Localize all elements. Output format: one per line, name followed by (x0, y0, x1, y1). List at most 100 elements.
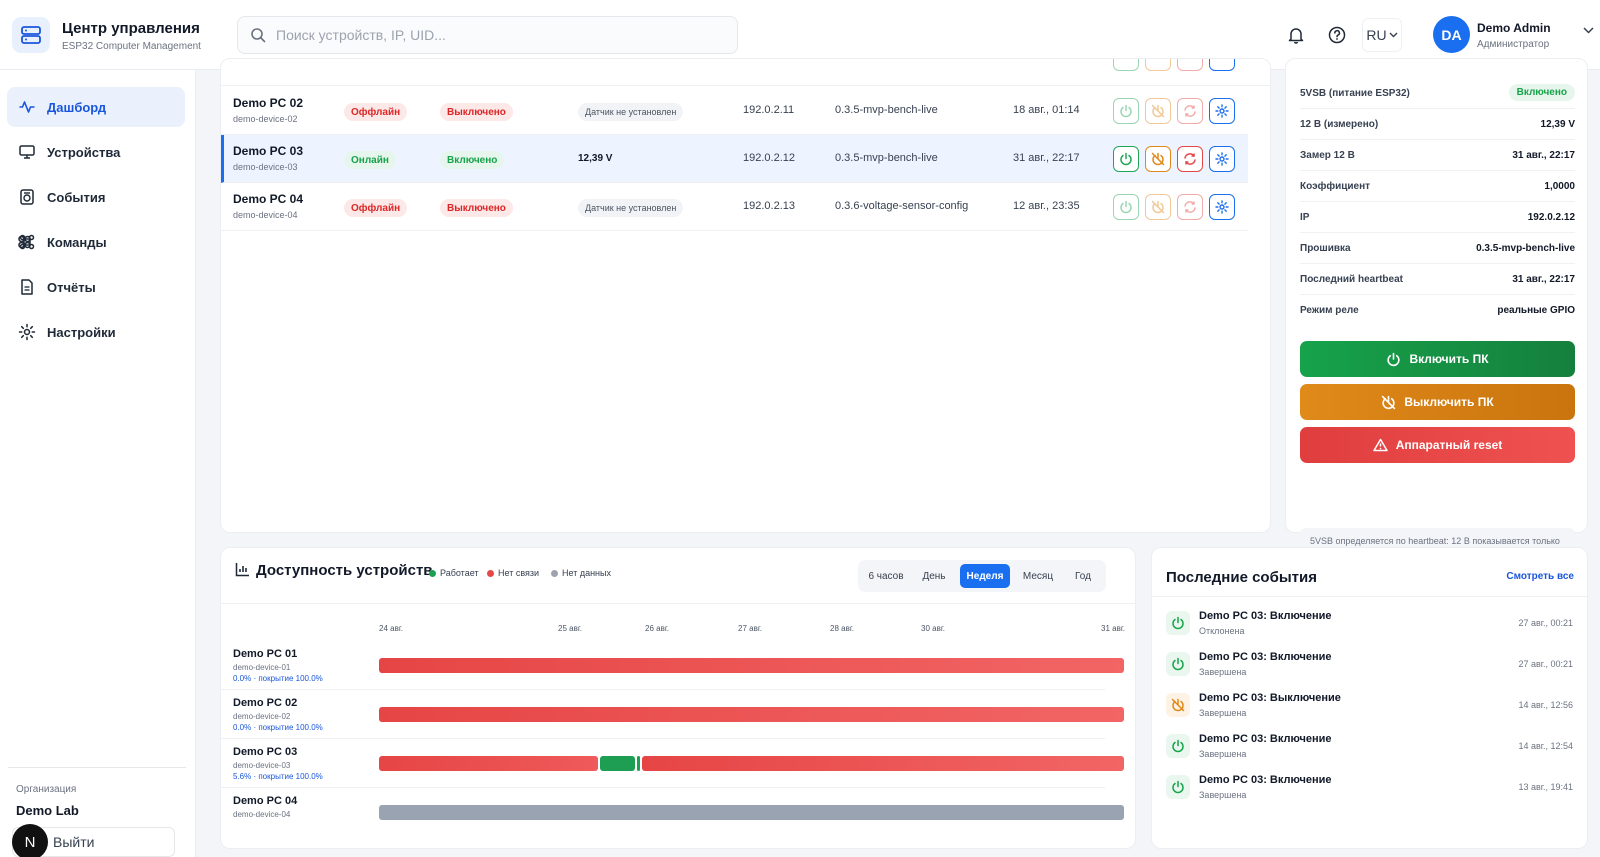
sidebar-item-label: Настройки (47, 324, 116, 340)
power-icon (1166, 611, 1190, 635)
sidebar-item-settings[interactable]: Настройки (7, 312, 185, 352)
power-off-icon (1151, 200, 1165, 214)
search-input[interactable] (276, 27, 716, 43)
event-status: Завершена (1199, 749, 1247, 759)
event-time: 13 авг., 19:41 (1518, 782, 1573, 792)
detail-key: Замер 12 В (1300, 150, 1355, 161)
timeline-coverage: 5.6% · покрытие 100.0% (233, 772, 323, 781)
legend-item: Нет данных (551, 568, 611, 578)
range-6h[interactable]: 6 часов (868, 570, 904, 582)
timeline-row: Demo PC 02 demo-device-02 0.0% · покрыти… (221, 691, 1124, 739)
device-last-seen: 18 авг., 01:14 (1013, 104, 1080, 116)
detail-relay-mode: Режим реле реальные GPIO (1300, 295, 1575, 326)
config-button[interactable] (1209, 98, 1235, 124)
reset-button[interactable] (1177, 194, 1203, 220)
refresh-icon (1184, 105, 1196, 117)
power-off-pc-button[interactable]: Выключить ПК (1300, 384, 1575, 420)
search-box[interactable] (237, 16, 738, 54)
device-firmware: 0.3.6-voltage-sensor-config (835, 200, 969, 212)
power-on-button[interactable] (1113, 59, 1139, 71)
device-id: demo-device-02 (233, 114, 298, 124)
view-all-link[interactable]: Смотреть все (1506, 571, 1574, 582)
list-item[interactable]: Demo PC 03: Выключение Завершена 14 авг.… (1152, 684, 1590, 725)
power-icon (1120, 152, 1132, 166)
detail-key: Коэффициент (1300, 181, 1371, 192)
power-on-button[interactable] (1113, 146, 1139, 172)
device-ip: 192.0.2.13 (743, 200, 795, 212)
floating-avatar[interactable]: N (12, 824, 48, 857)
list-item[interactable]: Demo PC 03: Включение Завершена 27 авг.,… (1152, 643, 1590, 684)
user-name[interactable]: Demo Admin (1477, 21, 1551, 35)
power-off-button[interactable] (1145, 59, 1171, 71)
power-off-label: Выключить ПК (1404, 395, 1494, 409)
power-off-button[interactable] (1145, 146, 1171, 172)
power-icon (1387, 352, 1401, 366)
power-badge: Включено (440, 151, 505, 169)
hardware-reset-label: Аппаратный reset (1395, 438, 1503, 452)
power-off-icon (1151, 104, 1165, 118)
timeline-device-id: demo-device-03 (233, 761, 291, 770)
sidebar-item-commands[interactable]: Команды (7, 222, 185, 262)
user-avatar[interactable]: DA (1433, 16, 1470, 53)
user-role: Администратор (1477, 39, 1550, 50)
device-details-panel: 5VSB (питание ESP32) Включено 12 В (изме… (1285, 58, 1588, 568)
help-icon[interactable] (1326, 24, 1348, 46)
chevron-down-icon (1389, 32, 1398, 38)
power-on-label: Включить ПК (1409, 352, 1489, 366)
timeline-segment-offline[interactable] (379, 707, 1124, 722)
list-item[interactable]: Demo PC 03: Включение Завершена 14 авг.,… (1152, 725, 1590, 766)
hardware-reset-button[interactable]: Аппаратный reset (1300, 427, 1575, 463)
sidebar-item-devices[interactable]: Устройства (7, 132, 185, 172)
reset-button[interactable] (1177, 59, 1203, 71)
device-name: Demo PC 03 (233, 144, 304, 158)
power-off-button[interactable] (1145, 194, 1171, 220)
range-month[interactable]: Месяц (1022, 570, 1054, 582)
voltage-badge: Датчик не установлен (578, 199, 684, 217)
table-row-selected[interactable]: Demo PC 03 demo-device-03 Онлайн Включен… (221, 135, 1248, 183)
power-on-button[interactable] (1113, 194, 1139, 220)
device-ip: 192.0.2.11 (743, 104, 795, 116)
x-tick: 28 авг. (830, 624, 854, 633)
devices-table: Demo PC 02 demo-device-02 Оффлайн Выключ… (220, 58, 1271, 533)
list-item[interactable]: Demo PC 03: Включение Завершена 13 авг.,… (1152, 766, 1590, 807)
server-logo-icon (12, 17, 50, 53)
sidebar-item-events[interactable]: События (7, 177, 185, 217)
reset-button[interactable] (1177, 98, 1203, 124)
device-firmware: 0.3.5-mvp-bench-live (835, 152, 938, 164)
range-selector: 6 часов День Неделя Месяц Год (858, 560, 1106, 592)
range-year[interactable]: Год (1075, 570, 1091, 582)
power-on-pc-button[interactable]: Включить ПК (1300, 341, 1575, 377)
bell-icon[interactable] (1285, 24, 1307, 46)
x-tick: 25 авг. (558, 624, 582, 633)
config-button[interactable] (1209, 146, 1235, 172)
timeline-segment-nodata[interactable] (379, 805, 1124, 820)
range-day[interactable]: День (922, 570, 946, 582)
timeline-segment-online[interactable] (637, 756, 640, 771)
power-off-button[interactable] (1145, 98, 1171, 124)
reset-button[interactable] (1177, 146, 1203, 172)
table-row[interactable]: Demo PC 04 demo-device-04 Оффлайн Выключ… (221, 183, 1248, 231)
sidebar-divider (8, 767, 186, 768)
range-week[interactable]: Неделя (960, 564, 1010, 588)
timeline-segment-offline[interactable] (642, 756, 1124, 771)
user-menu-chevron-icon[interactable] (1583, 27, 1594, 34)
sidebar: Дашборд Устройства События Команды Отчёт… (0, 70, 196, 857)
sidebar-item-reports[interactable]: Отчёты (7, 267, 185, 307)
timeline-segment-online[interactable] (600, 756, 635, 771)
detail-value: 12,39 V (1540, 119, 1575, 130)
language-value: RU (1366, 27, 1387, 43)
power-on-button[interactable] (1113, 98, 1139, 124)
sidebar-item-dashboard[interactable]: Дашборд (7, 87, 185, 127)
x-tick: 27 авг. (738, 624, 762, 633)
table-row[interactable]: Demo PC 02 demo-device-02 Оффлайн Выключ… (221, 87, 1248, 135)
list-item[interactable]: Demo PC 03: Включение Отклонена 27 авг.,… (1152, 602, 1590, 643)
timeline-segment-offline[interactable] (379, 756, 598, 771)
language-select[interactable]: RU (1362, 18, 1402, 52)
config-button[interactable] (1209, 194, 1235, 220)
legend-label: Нет данных (562, 568, 611, 578)
power-icon (1166, 734, 1190, 758)
config-button[interactable] (1209, 59, 1235, 71)
event-time: 27 авг., 00:21 (1518, 618, 1573, 628)
logout-label: Выйти (53, 834, 95, 850)
timeline-segment-offline[interactable] (379, 658, 1124, 673)
